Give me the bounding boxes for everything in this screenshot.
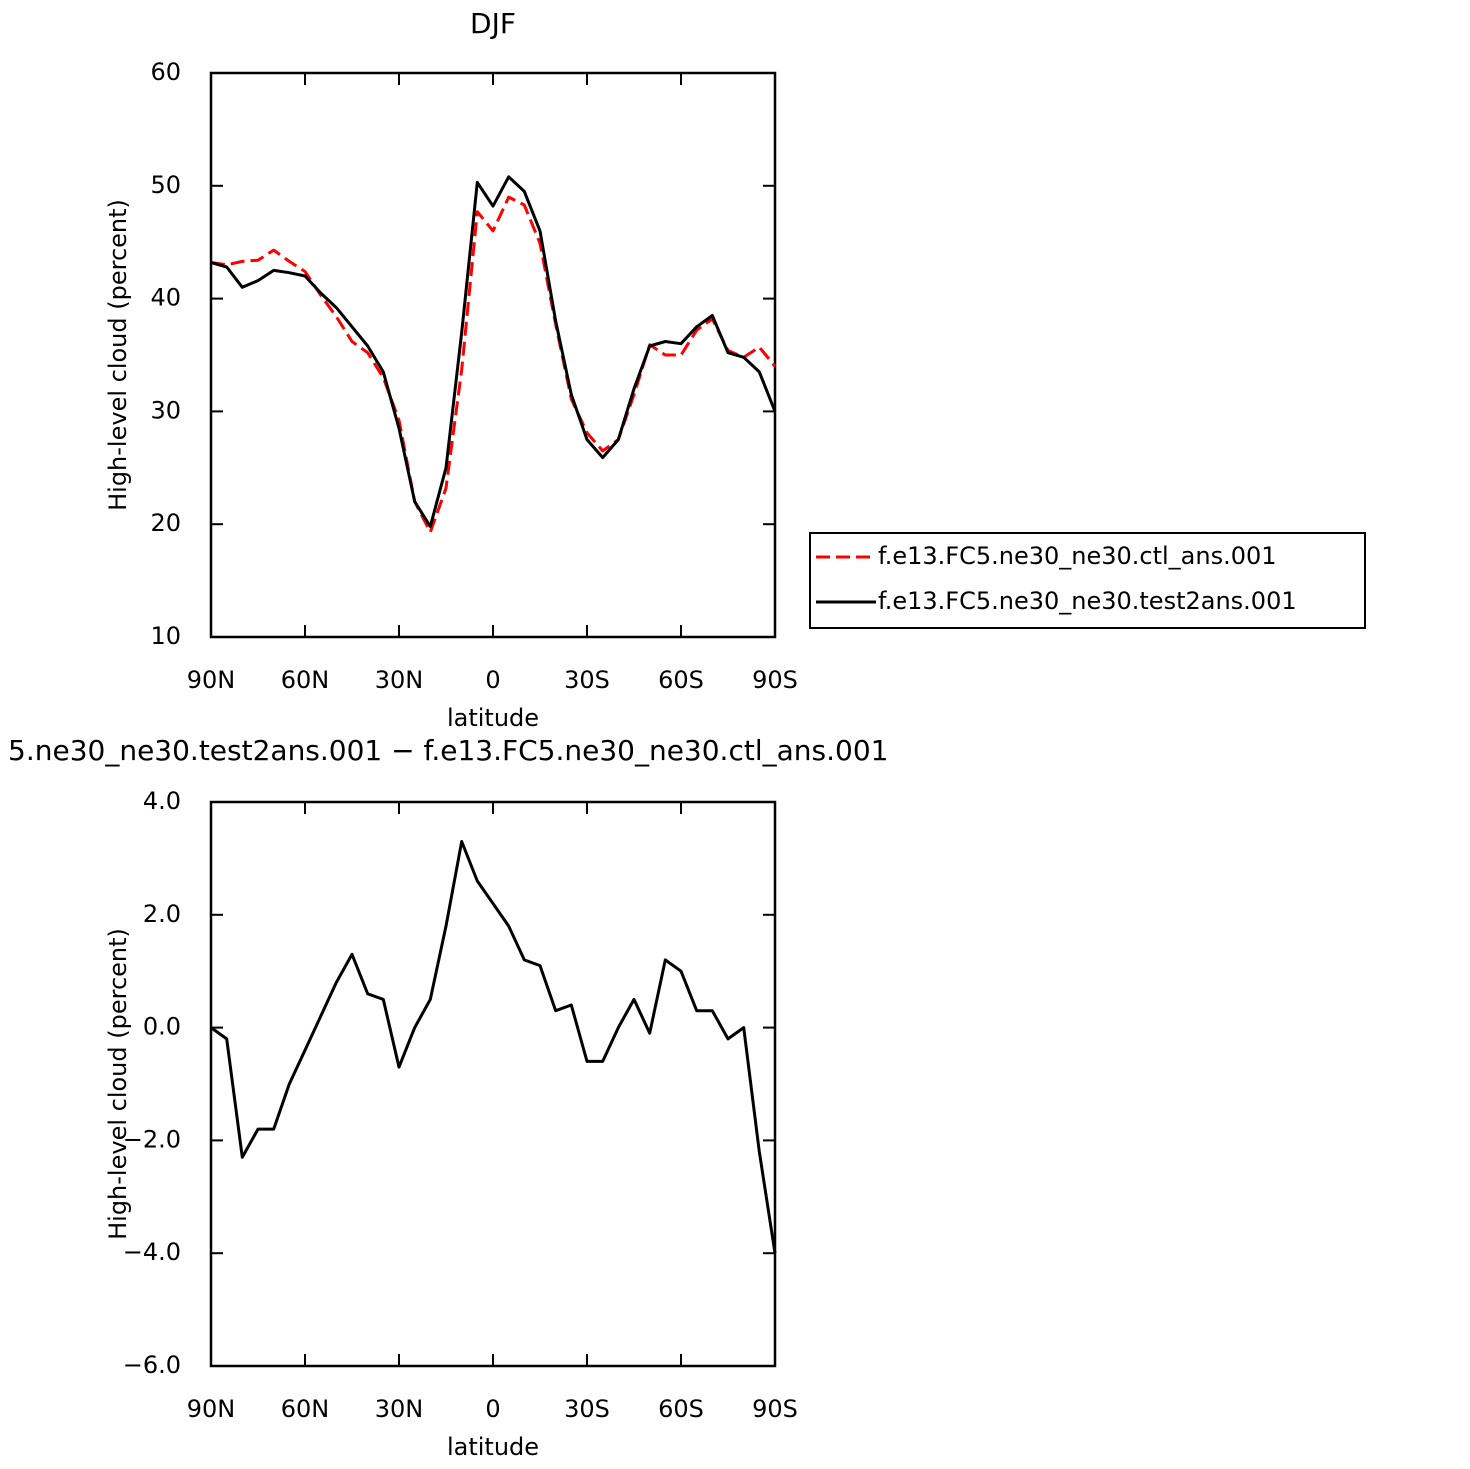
y-tick-label: −6.0 bbox=[123, 1351, 181, 1379]
x-tick-label: 30S bbox=[564, 666, 610, 694]
y-tick-label: −4.0 bbox=[123, 1238, 181, 1266]
plot-frame bbox=[209, 71, 777, 639]
y-tick-label: 60 bbox=[150, 58, 181, 86]
y-tick-label: 2.0 bbox=[143, 900, 181, 928]
x-tick-label: 90S bbox=[752, 666, 798, 694]
x-tick-label: 90N bbox=[187, 666, 236, 694]
y-axis-label: High-level cloud (percent) bbox=[104, 199, 132, 511]
data-line bbox=[210, 840, 777, 1254]
legend-label: f.e13.FC5.ne30_ne30.ctl_ans.001 bbox=[878, 542, 1277, 570]
x-tick-label: 30S bbox=[564, 1395, 610, 1423]
x-tick-label: 0 bbox=[485, 666, 500, 694]
data-line bbox=[210, 195, 777, 534]
y-tick-label: 20 bbox=[150, 509, 181, 537]
y-axis-label: High-level cloud (percent) bbox=[104, 928, 132, 1240]
plot-frame bbox=[209, 800, 777, 1368]
y-tick-label: 0.0 bbox=[143, 1013, 181, 1041]
legend-label: f.e13.FC5.ne30_ne30.test2ans.001 bbox=[878, 587, 1297, 615]
x-tick-label: 60S bbox=[658, 666, 704, 694]
y-tick-label: 30 bbox=[150, 396, 181, 424]
x-tick-label: 60N bbox=[281, 1395, 330, 1423]
y-tick-label: 4.0 bbox=[143, 787, 181, 815]
x-axis-label: latitude bbox=[447, 1433, 539, 1461]
x-axis-label: latitude bbox=[447, 704, 539, 732]
data-line bbox=[210, 175, 777, 528]
y-tick-label: 10 bbox=[150, 622, 181, 650]
legend-box bbox=[809, 532, 1366, 629]
chart-title: DJF bbox=[470, 7, 516, 40]
x-tick-label: 30N bbox=[375, 1395, 424, 1423]
x-tick-label: 60N bbox=[281, 666, 330, 694]
y-tick-label: 40 bbox=[150, 284, 181, 312]
y-tick-label: −2.0 bbox=[123, 1125, 181, 1153]
y-tick-label: 50 bbox=[150, 171, 181, 199]
x-tick-label: 60S bbox=[658, 1395, 704, 1423]
chart-title: 5.ne30_ne30.test2ans.001 − f.e13.FC5.ne3… bbox=[8, 734, 888, 767]
x-tick-label: 0 bbox=[485, 1395, 500, 1423]
x-tick-label: 90N bbox=[187, 1395, 236, 1423]
x-tick-label: 30N bbox=[375, 666, 424, 694]
x-tick-label: 90S bbox=[752, 1395, 798, 1423]
